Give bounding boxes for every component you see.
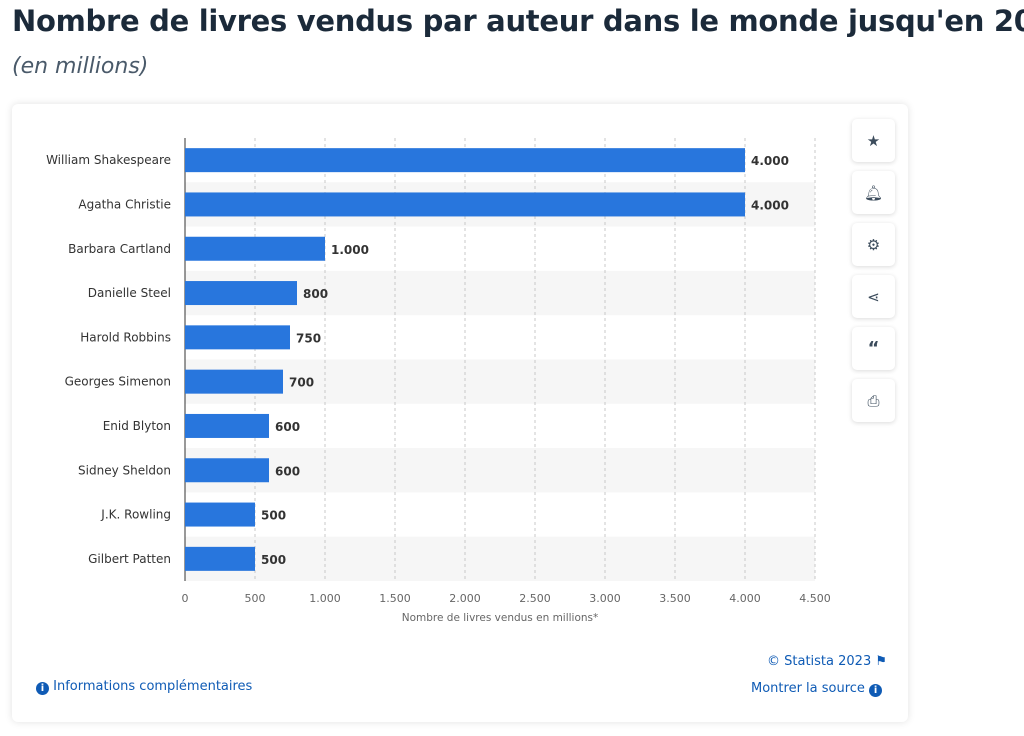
gear-icon[interactable]: ⚙ — [852, 223, 895, 266]
info-icon: i — [36, 682, 49, 695]
share-icon[interactable]: ⋖ — [852, 275, 895, 318]
bar — [185, 413, 269, 438]
category-label: Enid Blyton — [103, 419, 171, 433]
bar — [185, 192, 745, 217]
quote-icon[interactable]: “ — [852, 327, 895, 370]
bar — [185, 325, 290, 350]
data-label: 800 — [303, 287, 328, 301]
copyright[interactable]: © Statista 2023 ⚑ — [767, 654, 887, 669]
x-tick-label: 2.500 — [519, 592, 551, 605]
x-tick-label: 3.000 — [589, 592, 621, 605]
x-tick-label: 4.500 — [799, 592, 831, 605]
category-label: Harold Robbins — [80, 330, 171, 344]
data-label: 4.000 — [751, 198, 789, 212]
bar — [185, 148, 745, 173]
bar — [185, 458, 269, 483]
star-icon[interactable]: ★ — [852, 119, 895, 162]
x-tick-label: 1.500 — [379, 592, 411, 605]
data-label: 1.000 — [331, 243, 369, 257]
x-tick-label: 2.000 — [449, 592, 481, 605]
x-tick-label: 4.000 — [729, 592, 761, 605]
x-tick-label: 500 — [245, 592, 266, 605]
x-tick-label: 1.000 — [309, 592, 341, 605]
category-label: J.K. Rowling — [100, 508, 171, 522]
page-title: Nombre de livres vendus par auteur dans … — [12, 4, 1024, 38]
category-label: Gilbert Patten — [88, 552, 171, 566]
category-label: Sidney Sheldon — [78, 463, 171, 477]
bar — [185, 236, 325, 261]
row-band — [185, 448, 815, 493]
data-label: 700 — [289, 376, 314, 390]
data-label: 750 — [296, 331, 321, 345]
data-label: 600 — [275, 420, 300, 434]
x-tick-label: 0 — [182, 592, 189, 605]
flag-icon: ⚑ — [875, 654, 888, 669]
category-label: Danielle Steel — [88, 286, 171, 300]
bar — [185, 546, 255, 571]
category-label: Barbara Cartland — [68, 242, 171, 256]
page-subtitle: (en millions) — [12, 54, 149, 79]
copyright-text: © Statista 2023 — [767, 654, 872, 669]
row-band — [185, 359, 815, 404]
data-label: 600 — [275, 464, 300, 478]
additional-info-link[interactable]: i Informations complémentaires — [36, 679, 252, 695]
category-label: William Shakespeare — [46, 153, 171, 167]
row-band — [185, 536, 815, 581]
bar — [185, 369, 283, 394]
show-source-text: Montrer la source — [751, 681, 865, 696]
bar — [185, 502, 255, 527]
category-label: Agatha Christie — [78, 197, 171, 211]
x-tick-label: 3.500 — [659, 592, 691, 605]
data-label: 500 — [261, 509, 286, 523]
data-label: 4.000 — [751, 154, 789, 168]
bell-icon[interactable]: 🔔︎ — [852, 171, 895, 214]
print-icon[interactable]: ⎙ — [852, 379, 895, 422]
info-icon: i — [869, 684, 883, 697]
data-label: 500 — [261, 553, 286, 567]
show-source-link[interactable]: Montrer la source i — [751, 681, 883, 697]
bar — [185, 281, 297, 306]
category-label: Georges Simenon — [65, 375, 171, 389]
additional-info-text: Informations complémentaires — [53, 679, 253, 694]
x-axis-title: Nombre de livres vendus en millions* — [402, 612, 599, 624]
